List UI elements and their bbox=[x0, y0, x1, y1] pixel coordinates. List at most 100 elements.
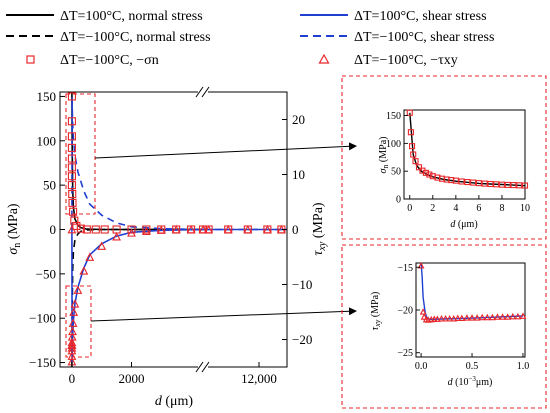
series--t-100-c-n bbox=[67, 92, 286, 234]
inset-x-tick-label: 0.0 bbox=[415, 361, 428, 372]
triangle-marker bbox=[499, 313, 507, 320]
square-marker bbox=[70, 216, 79, 225]
triangle-marker bbox=[127, 228, 136, 237]
main-x-axis-title: d (μm) bbox=[155, 394, 194, 409]
triangle-marker bbox=[483, 313, 491, 321]
square-marker bbox=[68, 198, 77, 207]
triangle-marker bbox=[478, 313, 486, 321]
inset-shear-x-title: d (10−3μm) bbox=[448, 375, 493, 388]
square-marker bbox=[415, 164, 423, 171]
square-marker bbox=[67, 143, 76, 152]
inset-series--t-100-c-n bbox=[406, 109, 529, 189]
y-left-tick-label: −150 bbox=[29, 355, 56, 370]
legend-label: ΔT=100°C, shear stress bbox=[354, 9, 487, 24]
legend: ΔT=100°C, normal stress ΔT=−100°C, norma… bbox=[6, 9, 494, 68]
square-marker bbox=[406, 109, 413, 116]
y-left-tick-label: 0 bbox=[50, 222, 57, 237]
square-marker bbox=[142, 225, 151, 234]
square-marker bbox=[72, 221, 81, 231]
inset-y-tick-label: 50 bbox=[391, 167, 401, 178]
triangle-marker bbox=[69, 307, 79, 316]
legend-label: ΔT=100°C, normal stress bbox=[60, 9, 203, 24]
triangle-marker bbox=[463, 314, 471, 321]
inset-y-tick-label: −25 bbox=[397, 348, 413, 359]
square-marker bbox=[409, 143, 416, 150]
legend-item-neg-tau: ΔT=−100°C, −τxy bbox=[318, 53, 458, 68]
square-marker bbox=[487, 180, 494, 188]
square-marker bbox=[410, 151, 417, 158]
inset-series--t-100-c-shear-stress bbox=[420, 262, 524, 321]
series-line bbox=[71, 97, 204, 231]
square-marker bbox=[470, 179, 477, 186]
inset-y-tick-label: 0 bbox=[396, 195, 401, 206]
inset-x-tick-label: 0 bbox=[407, 203, 412, 214]
triangle-marker bbox=[198, 224, 208, 234]
inset-shear-frame bbox=[415, 262, 526, 358]
series-line bbox=[71, 228, 203, 368]
x-tick-label: 0 bbox=[69, 371, 76, 386]
main-plot: 0 2000 12,000150100500−50−100−15020100−10−… bbox=[6, 86, 357, 409]
legend-square-marker bbox=[26, 55, 35, 64]
x-tick-label: 12,000 bbox=[241, 371, 277, 386]
triangle-marker bbox=[67, 345, 77, 355]
triangle-marker bbox=[450, 314, 458, 322]
main-axes-layer: 0 2000 12,000150100500−50−100−15020100−10−… bbox=[29, 89, 312, 386]
inset-shear-axes-layer: 0.0 0.5 1.0 −15 −20 −25 bbox=[397, 263, 529, 372]
square-marker bbox=[67, 181, 76, 190]
x-axis-break bbox=[195, 86, 210, 373]
inset-normal-x-title: d (μm) bbox=[450, 219, 477, 230]
series-line bbox=[71, 228, 204, 362]
square-marker bbox=[510, 182, 517, 189]
square-marker bbox=[521, 182, 529, 189]
y-left-tick-label: −100 bbox=[29, 311, 56, 326]
inset-y-tick-label: 100 bbox=[386, 139, 401, 150]
triangle-marker bbox=[68, 326, 77, 336]
square-marker bbox=[82, 225, 91, 234]
inset-shear: 0.0 0.5 1.0 −15 −20 −25 d (10−3μm) τxy (MPa) bbox=[341, 244, 547, 409]
inset-y-tick-label: −15 bbox=[397, 263, 413, 274]
inset-normal-border bbox=[341, 75, 547, 240]
inset-normal-y-title: σn (MPa) bbox=[378, 137, 390, 174]
triangle-marker bbox=[419, 308, 427, 315]
inset-shear-y-title: τxy (MPa) bbox=[370, 292, 382, 331]
inset-y-tick-label: 150 bbox=[386, 111, 401, 122]
triangle-marker bbox=[454, 314, 462, 322]
square-marker bbox=[452, 177, 459, 184]
square-marker bbox=[516, 182, 523, 189]
zoom-arrow-lower bbox=[90, 307, 357, 322]
triangle-marker bbox=[204, 224, 214, 234]
square-marker bbox=[458, 178, 465, 185]
y-left-tick-label: −50 bbox=[36, 266, 56, 281]
legend-label: ΔT=−100°C, −σn bbox=[60, 53, 159, 68]
triangle-marker bbox=[473, 314, 481, 321]
square-marker bbox=[422, 169, 429, 176]
triangle-marker bbox=[514, 312, 522, 320]
square-marker bbox=[67, 117, 76, 126]
y-right-tick-label: −10 bbox=[292, 277, 312, 292]
square-marker bbox=[67, 154, 76, 163]
triangle-marker bbox=[504, 313, 512, 320]
highlight-box-lower bbox=[65, 285, 92, 358]
legend-label: ΔT=−100°C, normal stress bbox=[60, 30, 211, 45]
y-left-tick-label: 150 bbox=[37, 89, 57, 104]
triangle-marker bbox=[68, 318, 78, 327]
legend-item-normal-100: ΔT=100°C, normal stress bbox=[6, 9, 203, 24]
inset-series-line bbox=[420, 262, 524, 321]
triangle-marker bbox=[67, 224, 77, 234]
square-marker bbox=[69, 207, 78, 216]
y-left-tick-label: 50 bbox=[43, 178, 56, 193]
triangle-marker bbox=[446, 314, 454, 322]
main-y-right-axis-title: τxy (MPa) bbox=[311, 202, 328, 256]
square-marker bbox=[475, 180, 482, 187]
square-marker bbox=[464, 178, 471, 186]
triangle-marker bbox=[156, 225, 166, 234]
y-right-tick-label: 0 bbox=[292, 222, 299, 237]
y-right-tick-label: 10 bbox=[292, 167, 305, 182]
legend-item-shear-100: ΔT=100°C, shear stress bbox=[300, 9, 487, 24]
square-marker bbox=[481, 180, 488, 187]
inset-x-tick-label: 2 bbox=[430, 203, 435, 214]
square-marker bbox=[407, 129, 414, 136]
inset-y-tick-label: −20 bbox=[397, 306, 413, 317]
y-right-tick-label: −20 bbox=[292, 332, 312, 347]
triangle-marker bbox=[442, 314, 449, 322]
